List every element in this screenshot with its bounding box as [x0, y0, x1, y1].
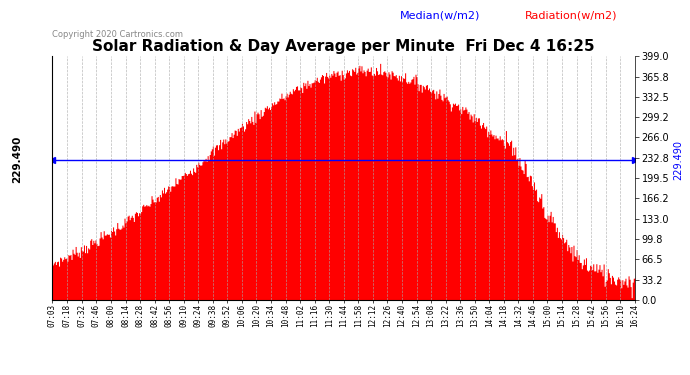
Text: Radiation(w/m2): Radiation(w/m2) [524, 10, 617, 20]
Text: Copyright 2020 Cartronics.com: Copyright 2020 Cartronics.com [52, 30, 183, 39]
Title: Solar Radiation & Day Average per Minute  Fri Dec 4 16:25: Solar Radiation & Day Average per Minute… [92, 39, 595, 54]
Text: 229.490: 229.490 [673, 140, 684, 180]
Text: Median(w/m2): Median(w/m2) [400, 10, 480, 20]
Text: 229.490: 229.490 [12, 136, 22, 183]
